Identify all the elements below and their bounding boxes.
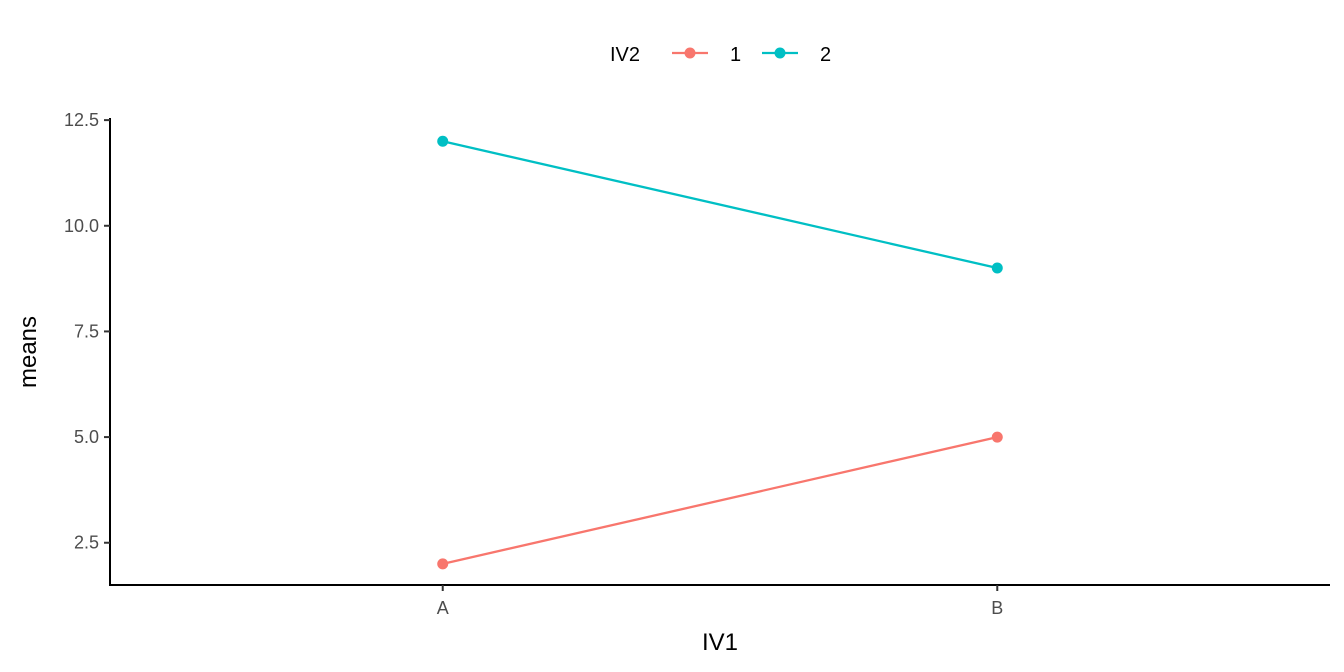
y-tick-label: 12.5: [64, 110, 99, 130]
y-tick-label: 10.0: [64, 216, 99, 236]
data-point-2-A: [437, 135, 449, 147]
data-point-2-B: [991, 262, 1003, 274]
legend-key-point-2: [774, 47, 786, 59]
legend-label-2: 2: [820, 44, 831, 66]
legend-title: IV2: [610, 44, 640, 66]
y-axis-title: means: [15, 316, 42, 388]
axes: 2.5 5.0 7.5 10.0 12.5 A B: [64, 110, 1330, 618]
series-line-2: [442, 140, 998, 270]
legend-key-point-1: [684, 47, 696, 59]
y-tick-label: 2.5: [74, 533, 99, 553]
series-line-1: [442, 435, 998, 565]
x-tick-label: A: [437, 598, 449, 618]
data-point-1-B: [991, 431, 1003, 443]
legend: IV2 1 2: [610, 44, 831, 66]
x-tick-label: B: [991, 598, 1003, 618]
x-axis-title: IV1: [702, 629, 738, 656]
data-point-1-A: [437, 558, 449, 570]
y-tick-label: 5.0: [74, 427, 99, 447]
legend-label-1: 1: [730, 44, 741, 66]
y-tick-label: 7.5: [74, 321, 99, 341]
